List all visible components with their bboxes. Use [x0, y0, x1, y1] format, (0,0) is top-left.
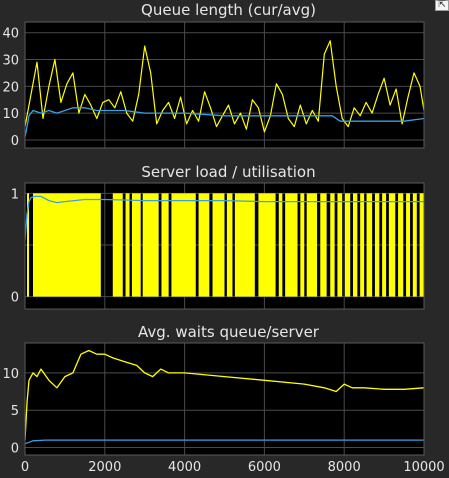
chart-panel-1: 0 10 20 30 40 Queue length (cur/avg)	[2, 1, 425, 149]
busy-bar	[142, 193, 159, 297]
x-tick-label: 0	[21, 460, 29, 475]
busy-bar	[226, 193, 233, 297]
y-tick-label: 0	[11, 291, 19, 306]
busy-bar	[352, 193, 358, 297]
busy-bar	[320, 193, 327, 297]
busy-bar	[171, 193, 196, 297]
busy-bar	[337, 193, 343, 297]
x-tick-label: 4000	[168, 460, 201, 475]
busy-bar	[112, 193, 123, 297]
busy-bar	[258, 193, 276, 297]
busy-bar	[306, 193, 318, 297]
busy-bar	[300, 193, 305, 297]
y-tick-label: 40	[2, 27, 19, 42]
busy-bar	[285, 193, 298, 297]
y-tick-label: 0	[11, 134, 19, 149]
busy-bar	[330, 193, 335, 297]
axes-frame	[24, 21, 425, 149]
busy-bar	[212, 193, 225, 297]
busy-bar	[374, 193, 380, 297]
busy-bar	[198, 193, 210, 297]
busy-bar	[32, 193, 101, 297]
busy-bar	[360, 193, 365, 297]
busy-bar	[366, 193, 373, 297]
busy-bar	[412, 193, 417, 297]
y-tick-label: 10	[2, 367, 19, 382]
busy-bar	[382, 193, 387, 297]
chart-title: Avg. waits queue/server	[138, 323, 320, 341]
y-tick-label: 30	[2, 54, 19, 69]
plot-area	[25, 22, 424, 148]
busy-bar	[398, 193, 404, 297]
plot-layer	[25, 40, 424, 138]
plot-layer	[25, 349, 424, 445]
series-line-queue	[25, 349, 424, 441]
axes-frame	[24, 342, 425, 456]
chart-panel-3: 0 5 10 0 2000 4000 6000 8000 10000 Avg. waits que…	[2, 323, 444, 475]
busy-bar	[406, 193, 411, 297]
busy-bar	[388, 193, 396, 297]
busy-bar	[125, 193, 130, 297]
busy-bar	[344, 193, 351, 297]
expand-arrow-icon[interactable]: ⇱	[435, 0, 449, 11]
busy-bar	[131, 193, 141, 297]
busy-bar	[278, 193, 283, 297]
plot-area	[25, 343, 424, 455]
busy-bar	[161, 193, 169, 297]
chart-title: Queue length (cur/avg)	[141, 1, 316, 19]
y-tick-label: 20	[2, 80, 19, 95]
busy-bar	[419, 193, 424, 297]
axes-frame	[24, 182, 425, 310]
series-line-average	[25, 107, 424, 138]
x-tick-label: 10000	[403, 460, 444, 475]
y-tick-label: 10	[2, 107, 19, 122]
plot-layer	[25, 193, 424, 297]
series-line-current	[25, 40, 424, 133]
x-tick-label: 8000	[328, 460, 361, 475]
y-tick-label: 1	[11, 187, 19, 202]
chart-panel-2: 0 1 Server load / utilisation	[11, 163, 425, 310]
series-line-server	[25, 439, 424, 445]
y-tick-label: 0	[11, 442, 19, 457]
x-tick-label: 2000	[88, 460, 121, 475]
chart-title: Server load / utilisation	[141, 163, 315, 181]
series-line-average	[25, 195, 424, 240]
x-tick-label: 6000	[248, 460, 281, 475]
busy-bar	[26, 193, 29, 297]
y-tick-label: 5	[11, 404, 19, 419]
busy-bar	[234, 193, 255, 297]
